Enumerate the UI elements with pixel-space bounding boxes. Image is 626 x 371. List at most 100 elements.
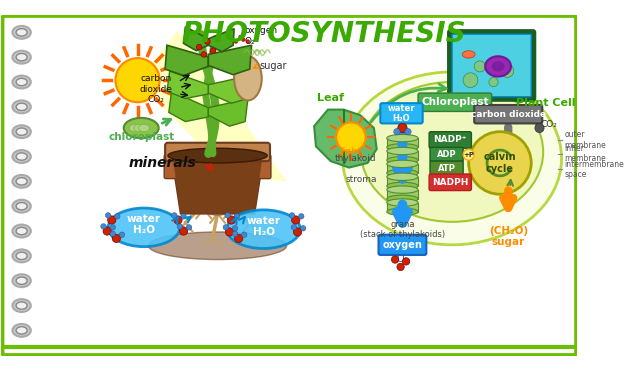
Text: stroma: stroma bbox=[345, 175, 377, 184]
Polygon shape bbox=[314, 109, 377, 168]
Text: ADP: ADP bbox=[437, 150, 456, 159]
Text: water
H₂O: water H₂O bbox=[247, 216, 280, 237]
Circle shape bbox=[397, 263, 404, 270]
Circle shape bbox=[294, 228, 302, 236]
Circle shape bbox=[180, 227, 188, 235]
FancyBboxPatch shape bbox=[429, 174, 471, 191]
Circle shape bbox=[291, 224, 297, 230]
Polygon shape bbox=[165, 45, 208, 76]
Circle shape bbox=[403, 258, 410, 265]
Circle shape bbox=[110, 231, 115, 237]
Ellipse shape bbox=[16, 227, 27, 235]
Ellipse shape bbox=[13, 101, 31, 113]
FancyBboxPatch shape bbox=[430, 161, 463, 175]
FancyBboxPatch shape bbox=[3, 16, 577, 355]
Circle shape bbox=[246, 40, 250, 43]
Circle shape bbox=[235, 234, 243, 243]
Text: CO₂: CO₂ bbox=[540, 120, 557, 129]
Text: inner
membrane: inner membrane bbox=[564, 144, 606, 164]
Ellipse shape bbox=[16, 153, 27, 160]
Circle shape bbox=[119, 232, 125, 237]
Ellipse shape bbox=[462, 51, 475, 58]
Ellipse shape bbox=[16, 252, 27, 260]
Ellipse shape bbox=[13, 200, 31, 213]
FancyBboxPatch shape bbox=[164, 155, 179, 178]
Ellipse shape bbox=[387, 173, 418, 180]
Text: oxygen
O₂: oxygen O₂ bbox=[244, 26, 277, 46]
Ellipse shape bbox=[387, 134, 418, 142]
FancyBboxPatch shape bbox=[452, 34, 531, 97]
Text: O₂: O₂ bbox=[397, 254, 408, 264]
Text: ATP: ATP bbox=[438, 164, 456, 173]
Text: NADP⁺: NADP⁺ bbox=[434, 135, 467, 144]
Circle shape bbox=[225, 228, 233, 236]
Circle shape bbox=[299, 214, 304, 219]
Circle shape bbox=[115, 58, 160, 102]
Circle shape bbox=[489, 78, 498, 86]
Circle shape bbox=[535, 124, 544, 132]
Bar bbox=[387, 177, 418, 186]
Polygon shape bbox=[172, 154, 264, 214]
Ellipse shape bbox=[13, 76, 31, 88]
Ellipse shape bbox=[168, 148, 267, 163]
Ellipse shape bbox=[134, 124, 145, 132]
Text: outer
membrane: outer membrane bbox=[564, 130, 606, 150]
Circle shape bbox=[239, 35, 242, 39]
Text: PHOTOSYNTHESIS: PHOTOSYNTHESIS bbox=[181, 20, 466, 48]
Ellipse shape bbox=[13, 175, 31, 188]
Text: oxygen: oxygen bbox=[382, 240, 423, 250]
Circle shape bbox=[463, 149, 474, 160]
Circle shape bbox=[300, 226, 306, 231]
Circle shape bbox=[234, 214, 240, 219]
Circle shape bbox=[463, 73, 478, 88]
Polygon shape bbox=[167, 71, 208, 99]
Ellipse shape bbox=[129, 124, 140, 132]
Circle shape bbox=[474, 61, 485, 72]
FancyBboxPatch shape bbox=[430, 147, 463, 161]
Circle shape bbox=[405, 128, 411, 135]
Circle shape bbox=[108, 216, 116, 224]
Ellipse shape bbox=[387, 170, 418, 177]
Circle shape bbox=[292, 216, 300, 224]
Polygon shape bbox=[169, 91, 208, 122]
Circle shape bbox=[197, 175, 238, 216]
Text: Plant Cell: Plant Cell bbox=[516, 98, 576, 108]
Ellipse shape bbox=[387, 144, 418, 151]
FancyBboxPatch shape bbox=[379, 235, 426, 255]
Ellipse shape bbox=[387, 186, 418, 193]
Ellipse shape bbox=[387, 147, 418, 155]
Ellipse shape bbox=[124, 118, 158, 138]
Bar bbox=[387, 190, 418, 199]
Circle shape bbox=[101, 224, 106, 229]
Bar bbox=[387, 203, 418, 212]
Ellipse shape bbox=[227, 210, 300, 249]
Circle shape bbox=[501, 65, 514, 78]
Circle shape bbox=[174, 216, 182, 224]
Ellipse shape bbox=[13, 274, 31, 287]
Ellipse shape bbox=[485, 56, 511, 76]
Text: water
H₂O: water H₂O bbox=[127, 214, 161, 235]
Ellipse shape bbox=[491, 61, 505, 72]
Ellipse shape bbox=[361, 82, 543, 222]
Circle shape bbox=[103, 227, 111, 235]
Circle shape bbox=[234, 40, 238, 43]
Text: Chloroplast: Chloroplast bbox=[421, 97, 489, 107]
Ellipse shape bbox=[13, 249, 31, 262]
Circle shape bbox=[398, 124, 407, 132]
Ellipse shape bbox=[387, 208, 418, 216]
Circle shape bbox=[205, 39, 210, 44]
Ellipse shape bbox=[13, 324, 31, 337]
Text: chloroplast: chloroplast bbox=[108, 132, 174, 142]
Circle shape bbox=[115, 214, 120, 219]
Polygon shape bbox=[183, 27, 208, 51]
Ellipse shape bbox=[387, 199, 418, 206]
Circle shape bbox=[242, 232, 247, 237]
Ellipse shape bbox=[387, 157, 418, 164]
Circle shape bbox=[197, 44, 202, 50]
Ellipse shape bbox=[16, 302, 27, 309]
Ellipse shape bbox=[16, 203, 27, 210]
Text: intermembrane
space: intermembrane space bbox=[564, 160, 624, 179]
Ellipse shape bbox=[387, 182, 418, 190]
Circle shape bbox=[227, 216, 235, 224]
Ellipse shape bbox=[16, 103, 27, 111]
